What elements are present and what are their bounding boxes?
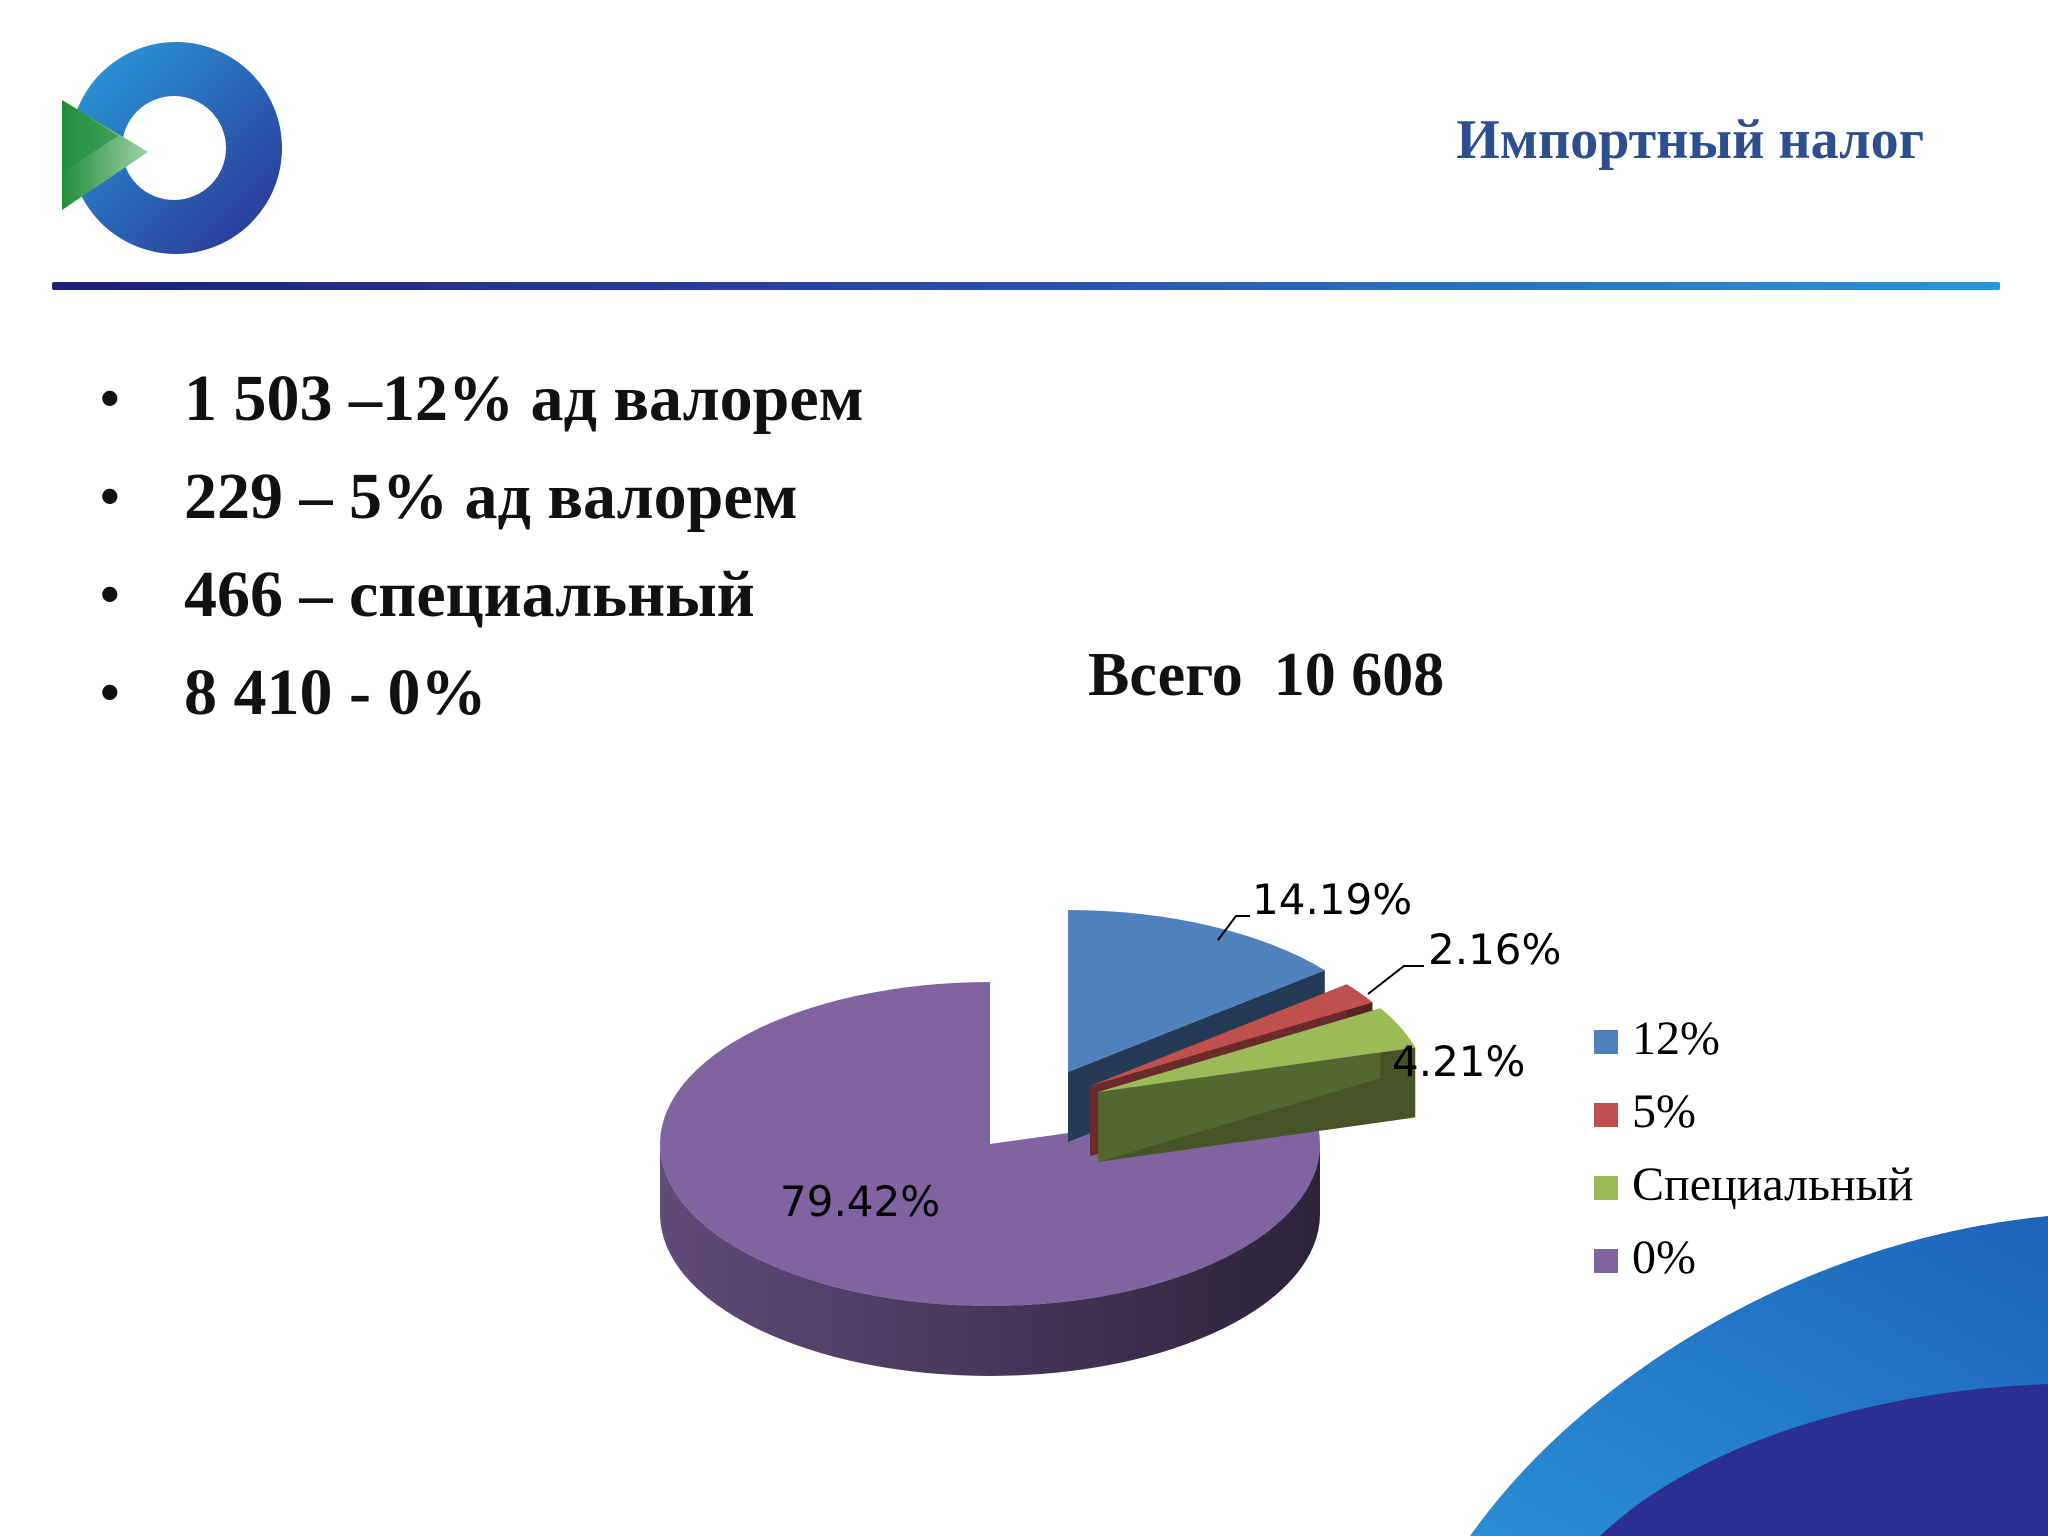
data-label-leader-line bbox=[1367, 965, 1424, 995]
legend-swatch bbox=[1594, 1103, 1618, 1127]
page-title: Импортный налог bbox=[1456, 109, 1924, 171]
legend-label: 12% bbox=[1632, 1012, 1720, 1065]
circular-arrow-logo-icon bbox=[62, 42, 282, 254]
bullet-text: 1 503 –12% ад валорем bbox=[184, 362, 864, 435]
legend-swatch bbox=[1594, 1176, 1618, 1200]
data-label: 4.21% bbox=[1392, 1037, 1525, 1086]
pie-slice-3 bbox=[660, 982, 1320, 1376]
pie-slice-2 bbox=[1098, 1008, 1416, 1162]
header-divider bbox=[52, 282, 2000, 290]
data-label-leader-line bbox=[1217, 915, 1250, 941]
bullet-dot: • bbox=[100, 368, 120, 430]
data-label: 2.16% bbox=[1428, 925, 1561, 974]
legend-label: Специальный bbox=[1632, 1158, 1914, 1211]
legend-label: 5% bbox=[1632, 1085, 1696, 1138]
bullet-text: 8 410 - 0% bbox=[184, 656, 487, 729]
legend-swatch bbox=[1594, 1249, 1618, 1273]
total-count: Всего 10 608 bbox=[1088, 641, 1445, 709]
legend-swatch bbox=[1594, 1030, 1618, 1054]
data-label: 79.42% bbox=[780, 1177, 940, 1226]
bullet-text: 229 – 5% ад валорем bbox=[184, 460, 798, 533]
bullet-dot: • bbox=[100, 662, 120, 724]
data-label: 14.19% bbox=[1252, 875, 1412, 924]
bullet-text: 466 – специальный bbox=[184, 558, 755, 631]
bullet-dot: • bbox=[100, 564, 120, 626]
legend-label: 0% bbox=[1632, 1231, 1696, 1284]
bullet-dot: • bbox=[100, 466, 120, 528]
